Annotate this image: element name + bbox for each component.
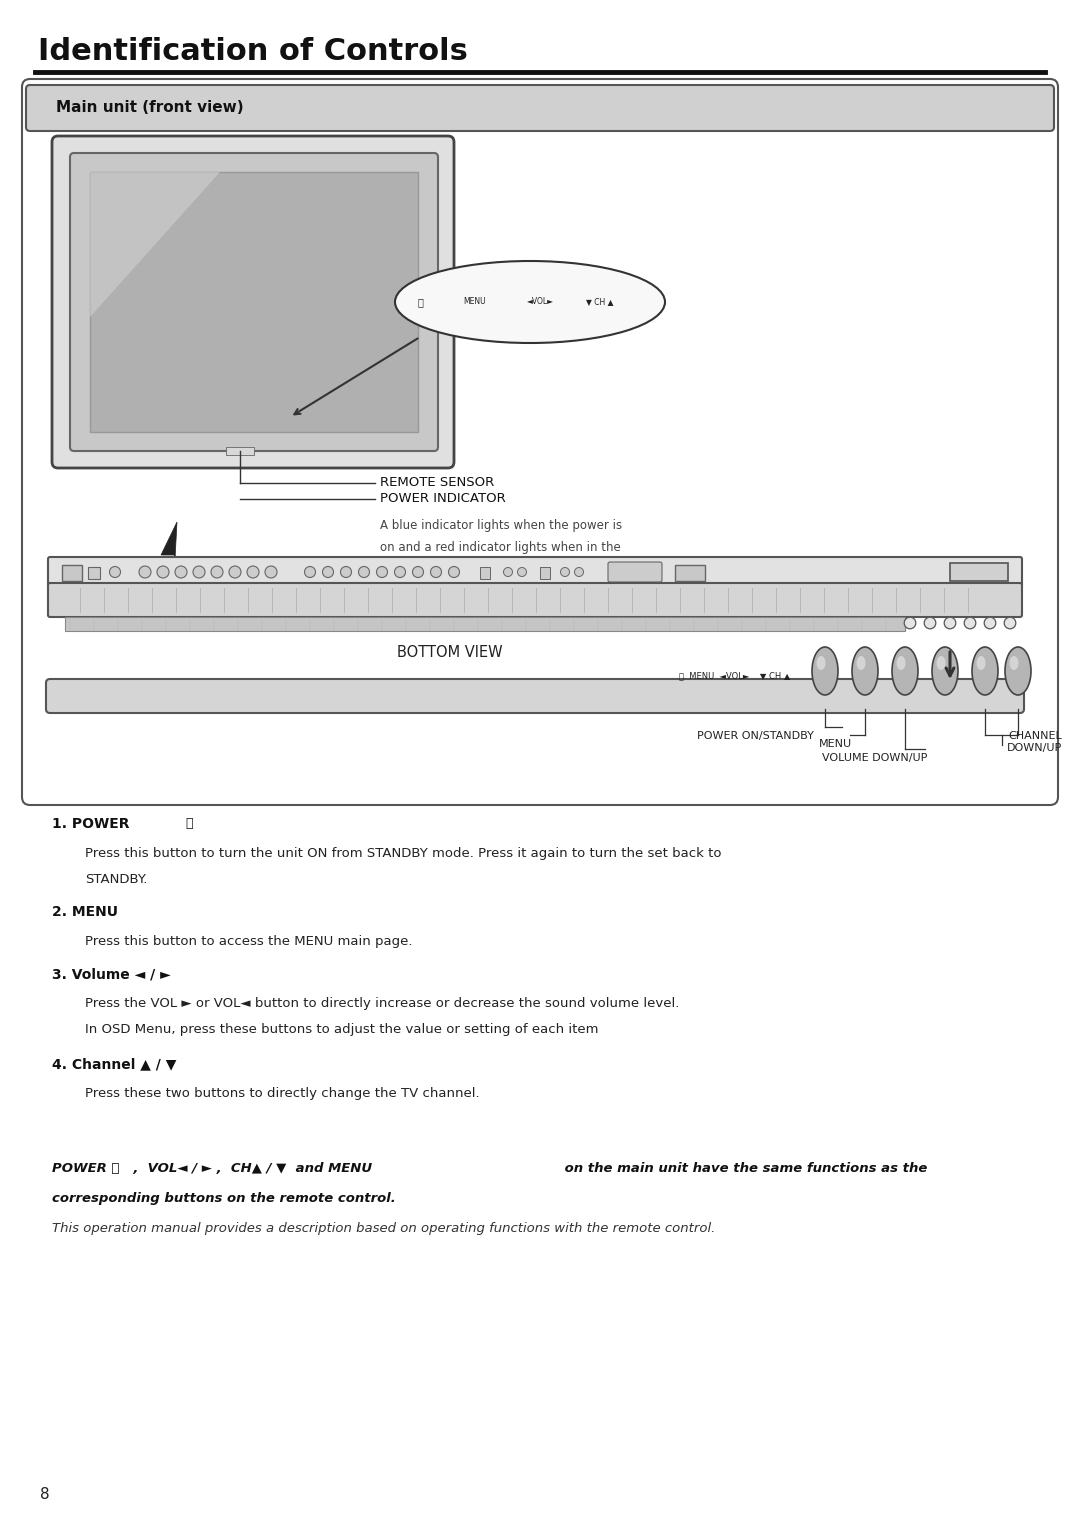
Ellipse shape — [892, 647, 918, 695]
Text: In OSD Menu, press these buttons to adjust the value or setting of each item: In OSD Menu, press these buttons to adju… — [85, 1023, 598, 1035]
Text: Main unit (front view): Main unit (front view) — [56, 101, 244, 116]
Text: 2. MENU: 2. MENU — [52, 906, 118, 919]
Ellipse shape — [1010, 657, 1018, 670]
FancyBboxPatch shape — [22, 79, 1058, 805]
Bar — [65, 617, 905, 631]
Circle shape — [157, 567, 168, 579]
Circle shape — [139, 567, 151, 579]
FancyBboxPatch shape — [26, 86, 1054, 131]
Polygon shape — [157, 522, 189, 585]
Circle shape — [503, 568, 513, 577]
Text: 1. POWER: 1. POWER — [52, 817, 134, 831]
Circle shape — [517, 568, 527, 577]
Circle shape — [247, 567, 259, 579]
Circle shape — [904, 617, 916, 629]
Text: Press this button to access the MENU main page.: Press this button to access the MENU mai… — [85, 935, 413, 948]
Circle shape — [413, 567, 423, 577]
FancyBboxPatch shape — [48, 557, 1022, 586]
Text: on the main unit have the same functions as the: on the main unit have the same functions… — [561, 1162, 928, 1174]
Circle shape — [964, 617, 976, 629]
Bar — [675, 565, 705, 580]
Bar — [480, 567, 490, 579]
Circle shape — [377, 567, 388, 577]
Text: Press these two buttons to directly change the TV channel.: Press these two buttons to directly chan… — [85, 1087, 480, 1099]
Circle shape — [193, 567, 205, 579]
Ellipse shape — [896, 657, 905, 670]
Text: MENU: MENU — [463, 298, 486, 307]
Text: VOLUME DOWN/UP: VOLUME DOWN/UP — [822, 753, 928, 764]
Text: STANDBY.: STANDBY. — [85, 873, 147, 886]
Text: 3. Volume ◄ / ►: 3. Volume ◄ / ► — [52, 967, 171, 980]
Ellipse shape — [932, 647, 958, 695]
Ellipse shape — [395, 261, 665, 344]
Text: Press the VOL ► or VOL◄ button to directly increase or decrease the sound volume: Press the VOL ► or VOL◄ button to direct… — [85, 997, 679, 1009]
Text: ◄VOL►: ◄VOL► — [527, 298, 554, 307]
Ellipse shape — [852, 647, 878, 695]
Text: This operation manual provides a description based on operating functions with t: This operation manual provides a descrip… — [52, 1222, 715, 1235]
Circle shape — [305, 567, 315, 577]
Ellipse shape — [856, 657, 865, 670]
Text: BOTTOM VIEW: BOTTOM VIEW — [397, 644, 503, 660]
Text: on and a red indicator lights when in the: on and a red indicator lights when in th… — [380, 541, 621, 554]
FancyBboxPatch shape — [48, 583, 1022, 617]
Circle shape — [323, 567, 334, 577]
Circle shape — [561, 568, 569, 577]
Text: ⏻: ⏻ — [185, 817, 192, 831]
Text: POWER ⏻   ,  VOL◄ / ► ,  CH▲ / ▼  and MENU: POWER ⏻ , VOL◄ / ► , CH▲ / ▼ and MENU — [52, 1162, 373, 1174]
Text: ⏻: ⏻ — [417, 296, 423, 307]
Polygon shape — [90, 173, 220, 318]
FancyBboxPatch shape — [608, 562, 662, 582]
Bar — [950, 563, 1008, 580]
Text: A blue indicator lights when the power is: A blue indicator lights when the power i… — [380, 519, 622, 531]
Circle shape — [575, 568, 583, 577]
Circle shape — [448, 567, 459, 577]
Bar — [226, 447, 254, 455]
Circle shape — [109, 567, 121, 577]
Circle shape — [924, 617, 935, 629]
Bar — [90, 173, 418, 432]
Circle shape — [359, 567, 369, 577]
Text: ▼ CH ▲: ▼ CH ▲ — [586, 298, 613, 307]
Text: Identification of Controls: Identification of Controls — [38, 37, 468, 66]
Circle shape — [394, 567, 405, 577]
Circle shape — [1004, 617, 1016, 629]
Text: 4. Channel ▲ / ▼: 4. Channel ▲ / ▼ — [52, 1057, 176, 1070]
Text: MENU: MENU — [819, 739, 852, 750]
Text: POWER INDICATOR: POWER INDICATOR — [380, 493, 505, 505]
Text: 8: 8 — [40, 1487, 50, 1503]
Text: Press this button to turn the unit ON from STANDBY mode. Press it again to turn : Press this button to turn the unit ON fr… — [85, 847, 721, 860]
Ellipse shape — [1005, 647, 1031, 695]
Text: corresponding buttons on the remote control.: corresponding buttons on the remote cont… — [52, 1193, 395, 1205]
Circle shape — [944, 617, 956, 629]
FancyBboxPatch shape — [70, 153, 438, 450]
Text: ⏻  MENU  ◄VOL►    ▼ CH ▲: ⏻ MENU ◄VOL► ▼ CH ▲ — [679, 670, 791, 680]
Text: CHANNEL
DOWN/UP: CHANNEL DOWN/UP — [1008, 731, 1063, 753]
Circle shape — [175, 567, 187, 579]
Text: POWER ON/STANDBY: POWER ON/STANDBY — [697, 731, 813, 741]
Bar — [87, 567, 100, 579]
Bar — [540, 567, 550, 579]
Ellipse shape — [816, 657, 825, 670]
Circle shape — [265, 567, 276, 579]
Circle shape — [211, 567, 222, 579]
Ellipse shape — [812, 647, 838, 695]
FancyBboxPatch shape — [52, 136, 454, 467]
Circle shape — [340, 567, 351, 577]
Circle shape — [984, 617, 996, 629]
FancyBboxPatch shape — [46, 680, 1024, 713]
Circle shape — [431, 567, 442, 577]
Bar — [62, 565, 82, 580]
Ellipse shape — [972, 647, 998, 695]
Text: REMOTE SENSOR: REMOTE SENSOR — [380, 476, 495, 490]
Ellipse shape — [976, 657, 986, 670]
Circle shape — [229, 567, 241, 579]
Ellipse shape — [936, 657, 945, 670]
